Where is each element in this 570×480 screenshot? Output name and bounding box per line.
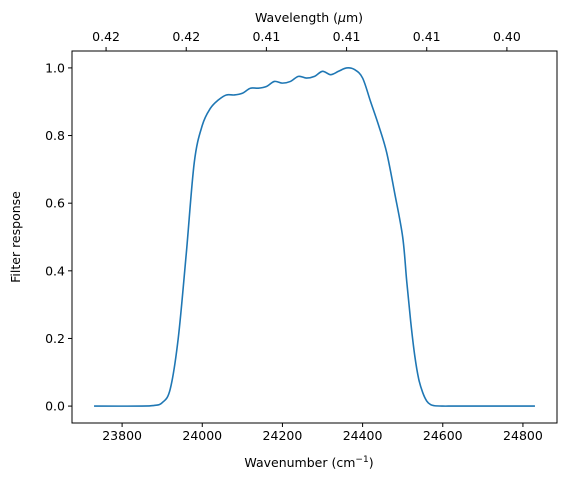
top-tick-label: 0.41 (333, 29, 361, 44)
y-tick-label: 0.0 (45, 399, 65, 414)
y-tick-label: 1.0 (45, 60, 65, 75)
top-tick-label: 0.42 (172, 29, 200, 44)
x-tick-label: 24000 (182, 428, 222, 443)
x-tick-label: 24400 (343, 428, 383, 443)
plot-area (71, 50, 558, 424)
top-tick-label: 0.41 (252, 29, 280, 44)
x-tick-label: 24200 (263, 428, 303, 443)
y-tick-label: 0.8 (45, 128, 65, 143)
x-axis-label: Wavenumber (cm−1) (244, 455, 373, 470)
y-axis-label: Filter response (8, 191, 23, 283)
tick-group: 23800 24000 24200 24400 24600 248000.00.20.40… (45, 29, 543, 443)
top-tick-label: 0.40 (493, 29, 521, 44)
y-tick-label: 0.6 (45, 196, 65, 211)
x-tick-label: 24800 (503, 428, 543, 443)
top-axis-label: Wavelength (μm) (255, 10, 363, 25)
x-tick-label: 24600 (423, 428, 463, 443)
y-tick-label: 0.2 (45, 331, 65, 346)
top-tick-label: 0.41 (413, 29, 441, 44)
top-tick-label: 0.42 (92, 29, 120, 44)
y-tick-label: 0.4 (45, 263, 65, 278)
series-line (94, 67, 535, 407)
x-tick-label: 23800 (102, 428, 142, 443)
